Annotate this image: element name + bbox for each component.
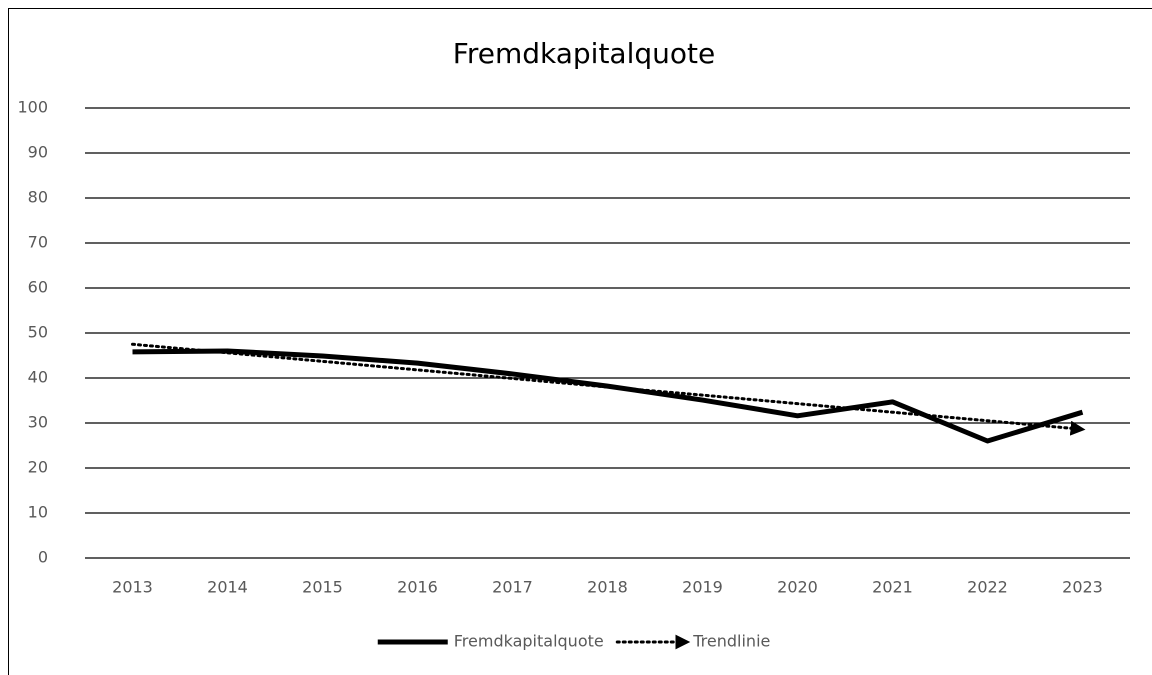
series-line bbox=[131, 342, 1086, 436]
y-tick-label: 20 bbox=[28, 458, 48, 477]
x-tick-label: 2020 bbox=[777, 578, 818, 597]
x-tick-label: 2019 bbox=[682, 578, 723, 597]
y-tick-label: 50 bbox=[28, 323, 48, 342]
y-tick-label: 30 bbox=[28, 413, 48, 432]
y-tick-label: 70 bbox=[28, 233, 48, 252]
x-tick-label: 2022 bbox=[967, 578, 1008, 597]
x-tick-label: 2017 bbox=[492, 578, 533, 597]
x-tick-label: 2014 bbox=[207, 578, 248, 597]
x-tick-label: 2021 bbox=[872, 578, 913, 597]
x-tick-label: 2015 bbox=[302, 578, 343, 597]
series-line bbox=[132, 348, 1084, 444]
chart-title: Fremdkapitalquote bbox=[453, 37, 715, 70]
x-tick-label: 2016 bbox=[397, 578, 438, 597]
y-tick-label: 10 bbox=[28, 503, 48, 522]
y-tick-label: 0 bbox=[38, 548, 48, 567]
x-tick-label: 2023 bbox=[1062, 578, 1103, 597]
legend-label: Trendlinie bbox=[692, 632, 770, 651]
chart-border bbox=[8, 8, 1152, 675]
y-tick-label: 60 bbox=[28, 278, 48, 297]
x-tick-label: 2018 bbox=[587, 578, 628, 597]
legend-label: Fremdkapitalquote bbox=[454, 632, 604, 651]
x-tick-label: 2013 bbox=[112, 578, 153, 597]
y-tick-label: 80 bbox=[28, 188, 48, 207]
y-tick-label: 100 bbox=[17, 98, 48, 117]
y-tick-label: 90 bbox=[28, 143, 48, 162]
y-tick-label: 40 bbox=[28, 368, 48, 387]
